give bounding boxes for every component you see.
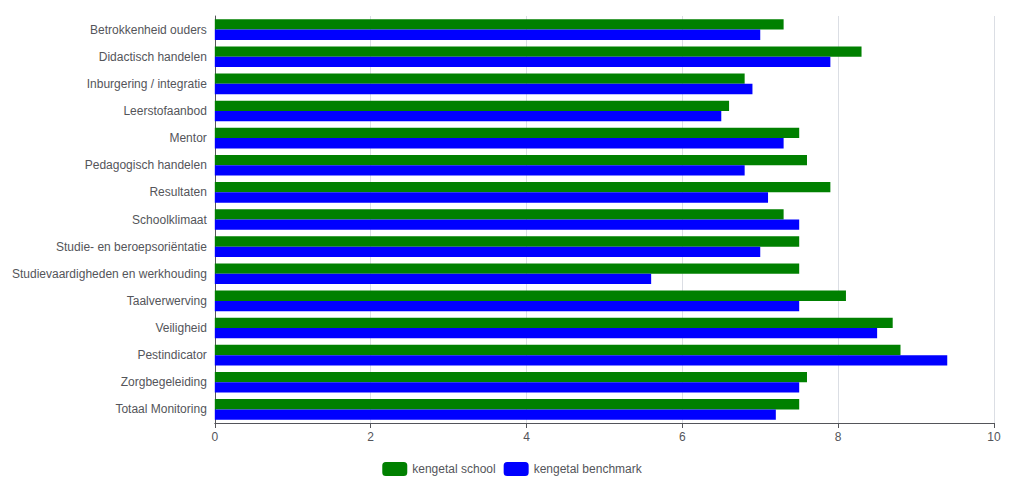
svg-text:2: 2 xyxy=(367,430,374,444)
svg-text:Taalverwerving: Taalverwerving xyxy=(127,294,207,308)
svg-text:Leerstofaanbod: Leerstofaanbod xyxy=(123,104,206,118)
svg-text:8: 8 xyxy=(835,430,842,444)
svg-text:Schoolklimaat: Schoolklimaat xyxy=(132,213,207,227)
svg-text:Studievaardigheden en werkhoud: Studievaardigheden en werkhouding xyxy=(12,267,207,281)
svg-text:Zorgbegeleiding: Zorgbegeleiding xyxy=(121,375,207,389)
svg-text:Totaal Monitoring: Totaal Monitoring xyxy=(115,402,206,416)
svg-text:Betrokkenheid ouders: Betrokkenheid ouders xyxy=(90,23,207,37)
svg-text:Pestindicator: Pestindicator xyxy=(137,348,206,362)
svg-text:4: 4 xyxy=(523,430,530,444)
svg-text:Didactisch handelen: Didactisch handelen xyxy=(99,50,207,64)
svg-text:6: 6 xyxy=(679,430,686,444)
svg-text:kengetal benchmark: kengetal benchmark xyxy=(534,462,643,476)
svg-text:Mentor: Mentor xyxy=(169,131,206,145)
svg-text:0: 0 xyxy=(211,430,218,444)
svg-text:10: 10 xyxy=(987,430,1001,444)
svg-text:Pedagogisch handelen: Pedagogisch handelen xyxy=(85,158,207,172)
svg-text:Inburgering / integratie: Inburgering / integratie xyxy=(87,77,207,91)
svg-text:kengetal school: kengetal school xyxy=(412,462,495,476)
svg-text:Studie- en beroepsoriëntatie: Studie- en beroepsoriëntatie xyxy=(56,240,207,254)
svg-text:Veiligheid: Veiligheid xyxy=(155,321,206,335)
svg-text:Resultaten: Resultaten xyxy=(149,185,206,199)
